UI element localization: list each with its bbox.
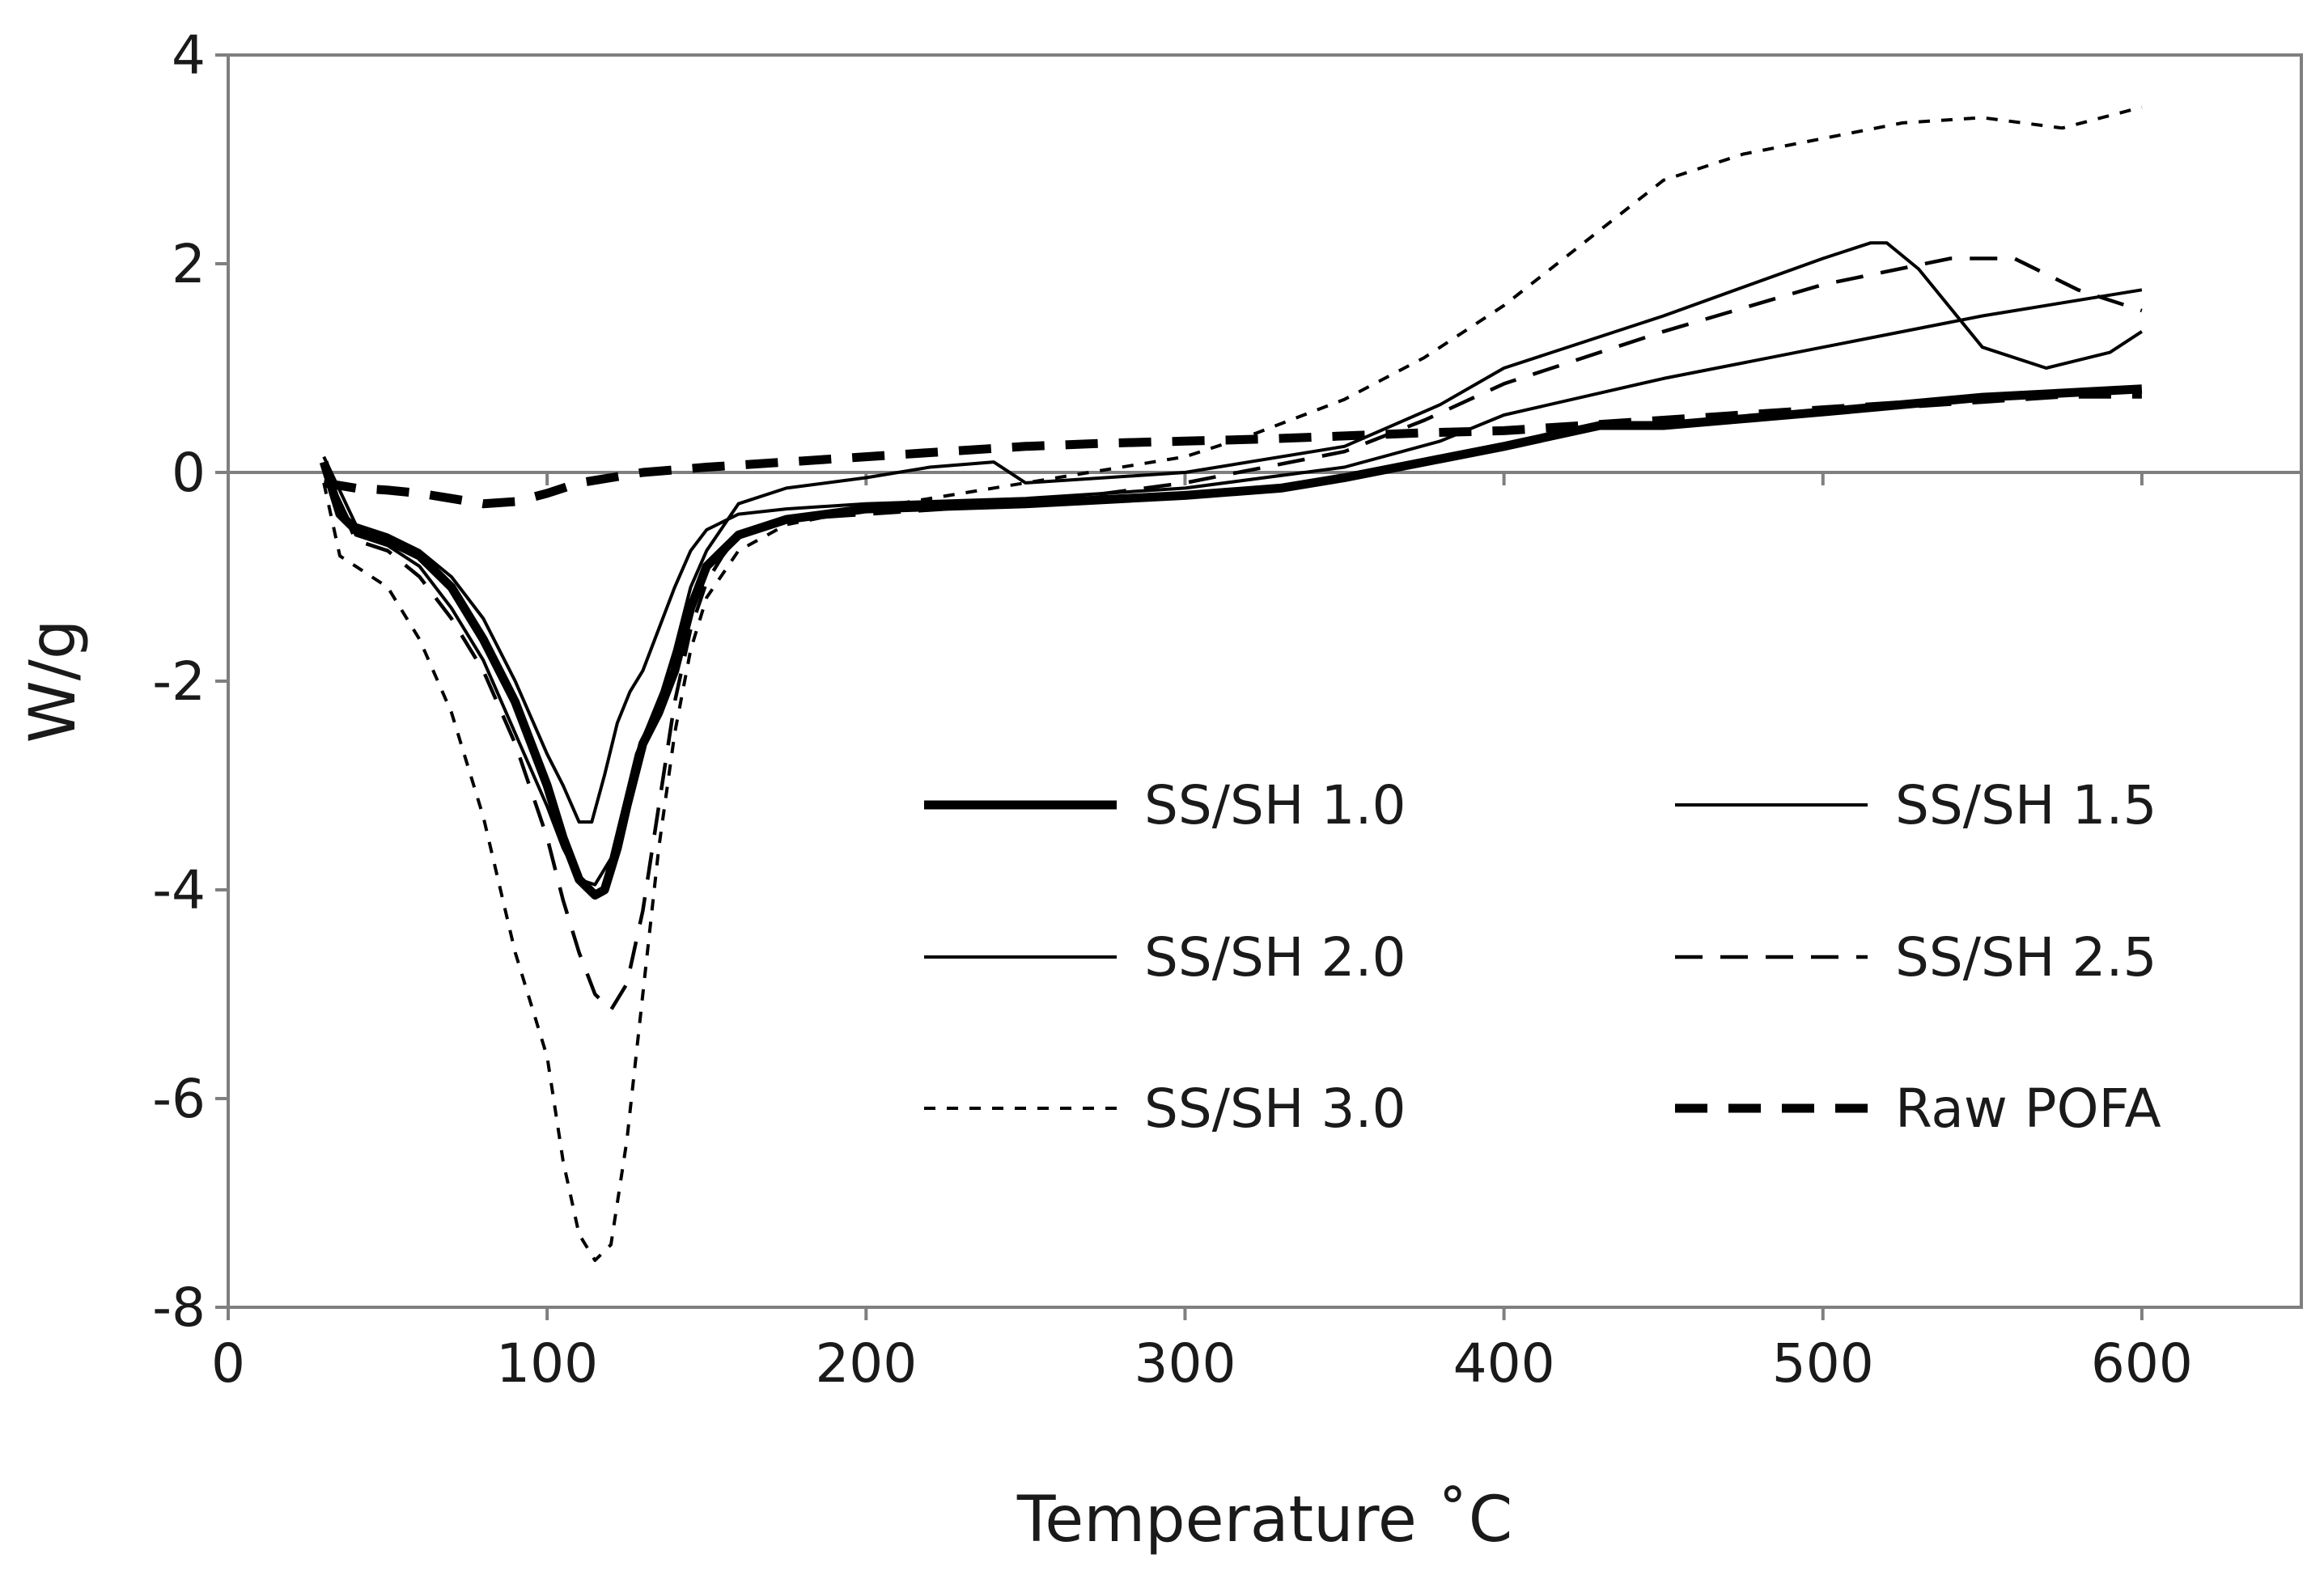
x-tick-label: 0 bbox=[211, 1332, 245, 1395]
x-tick-label: 400 bbox=[1453, 1332, 1555, 1395]
y-tick-label: -2 bbox=[152, 650, 206, 713]
x-tick-label: 100 bbox=[496, 1332, 598, 1395]
legend-label: SS/SH 2.5 bbox=[1895, 926, 2157, 989]
legend-label: SS/SH 3.0 bbox=[1144, 1078, 1406, 1140]
axis-ticks bbox=[215, 53, 2301, 1320]
series-line-raw-pofa bbox=[323, 389, 2142, 509]
y-tick-label: 4 bbox=[172, 24, 206, 87]
series-line-ss-sh-2-0 bbox=[322, 241, 2143, 887]
x-tick-label: 500 bbox=[1772, 1332, 1874, 1395]
x-tick-label: 600 bbox=[2091, 1332, 2193, 1395]
y-tick-label: -4 bbox=[152, 859, 206, 921]
y-tick-label: -6 bbox=[152, 1068, 206, 1130]
y-axis-title: W/g bbox=[17, 620, 90, 743]
y-tick-label: -8 bbox=[152, 1277, 206, 1339]
legend-label: SS/SH 2.0 bbox=[1144, 926, 1406, 989]
series-layer bbox=[319, 105, 2143, 1262]
series-line-ss-sh-3-0 bbox=[322, 105, 2143, 1262]
legend-label: Raw POFA bbox=[1895, 1078, 2161, 1140]
series-line-ss-sh-2-5 bbox=[322, 256, 2143, 1012]
series-line-ss-sh-1-0 bbox=[319, 384, 2143, 900]
tick-labels: -8 -6 -4 -2 0 2 4 0 100 200 300 400 500 600 bbox=[152, 24, 2193, 1395]
x-tick-label: 200 bbox=[815, 1332, 917, 1395]
x-axis-title: Temperature ˚C bbox=[1016, 1484, 1512, 1556]
y-tick-label: 0 bbox=[172, 442, 206, 504]
legend-label: SS/SH 1.5 bbox=[1895, 774, 2157, 836]
legend-label: SS/SH 1.0 bbox=[1144, 774, 1406, 836]
series-line-ss-sh-1-5 bbox=[322, 288, 2143, 824]
legend: SS/SH 1.0 SS/SH 1.5 SS/SH 2.0 SS/SH 2.5 SS/S… bbox=[924, 774, 2161, 1140]
y-tick-label: 2 bbox=[172, 233, 206, 295]
x-tick-label: 300 bbox=[1134, 1332, 1236, 1395]
